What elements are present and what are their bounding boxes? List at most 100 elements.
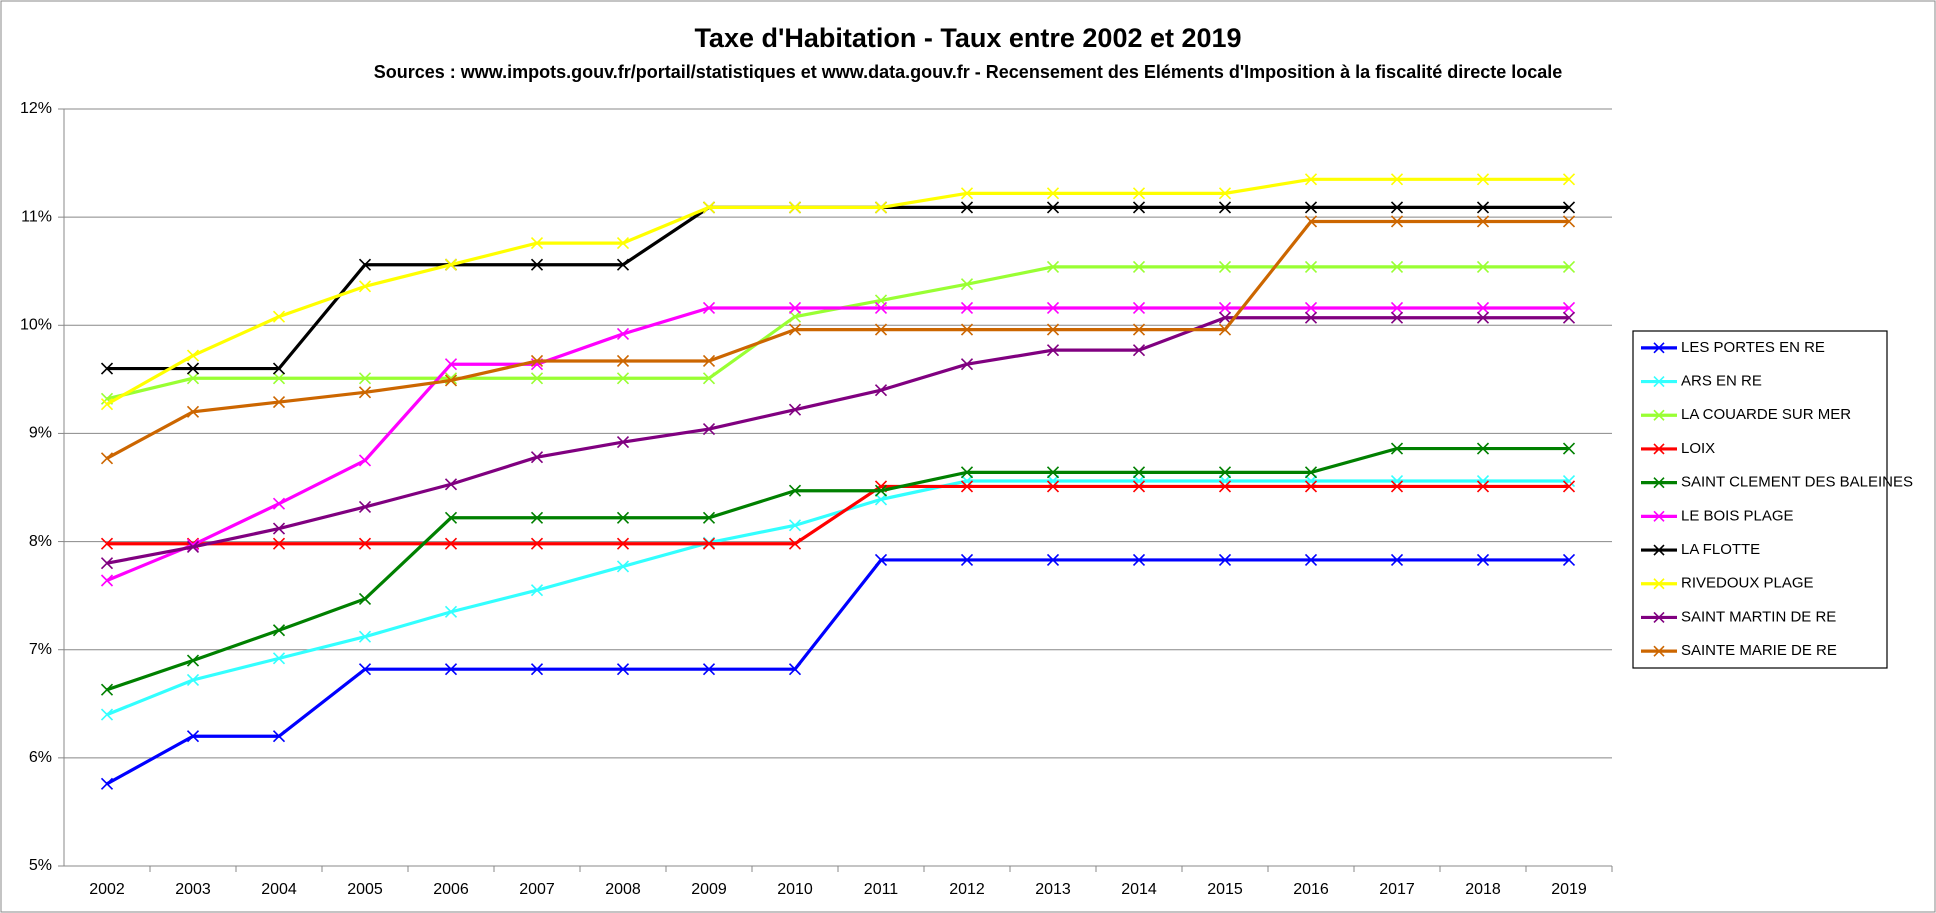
- point-marker: [1218, 311, 1232, 324]
- point-marker: [100, 777, 114, 790]
- point-marker: [1218, 201, 1232, 214]
- point-marker: [1132, 466, 1146, 479]
- point-marker: [874, 484, 888, 497]
- point-marker: [702, 511, 716, 524]
- point-marker: [186, 540, 200, 554]
- point-marker: [1562, 260, 1576, 273]
- point-marker: [1562, 474, 1576, 488]
- point-marker: [1562, 311, 1576, 324]
- point-marker: [444, 258, 458, 271]
- point-marker: [1218, 301, 1232, 315]
- point-marker: [788, 301, 802, 315]
- point-marker: [186, 349, 200, 362]
- point-marker: [1046, 260, 1060, 273]
- point-marker: [960, 480, 974, 493]
- point-marker: [186, 673, 200, 687]
- point-marker: [1476, 311, 1490, 324]
- point-marker: [1046, 301, 1060, 315]
- y-tick-label: 9%: [29, 425, 52, 442]
- point-marker: [100, 708, 114, 721]
- point-marker: [358, 372, 372, 385]
- series: [100, 480, 1576, 550]
- point-marker: [1476, 474, 1490, 488]
- legend-label: SAINTE MARIE DE RE: [1681, 642, 1837, 659]
- point-marker: [1132, 480, 1146, 493]
- point-marker: [1390, 173, 1404, 186]
- point-marker: [1304, 260, 1318, 273]
- point-marker: [100, 557, 114, 570]
- x-tick-label: 2005: [347, 881, 383, 898]
- point-marker: [1390, 442, 1404, 455]
- point-marker: [1218, 480, 1232, 493]
- point-marker: [530, 372, 544, 385]
- point-marker: [530, 511, 544, 524]
- point-marker: [100, 362, 114, 375]
- point-marker: [960, 201, 974, 214]
- point-marker: [530, 663, 544, 676]
- point-marker: [1132, 301, 1146, 315]
- point-marker: [272, 362, 286, 375]
- point-marker: [1304, 311, 1318, 324]
- point-marker: [874, 323, 888, 336]
- legend-label: ARS EN RE: [1681, 373, 1762, 390]
- point-marker: [960, 301, 974, 315]
- legend-label: LOIX: [1681, 440, 1715, 457]
- point-marker: [616, 663, 630, 676]
- point-marker: [1304, 301, 1318, 315]
- point-marker: [702, 663, 716, 676]
- point-marker: [1476, 173, 1490, 186]
- point-marker: [1046, 480, 1060, 493]
- legend-marker: [1653, 645, 1665, 657]
- legend-marker: [1653, 544, 1665, 556]
- point-marker: [960, 278, 974, 291]
- point-marker: [1046, 474, 1060, 488]
- x-tick-label: 2012: [949, 881, 985, 898]
- point-marker: [530, 258, 544, 271]
- point-marker: [960, 187, 974, 200]
- point-marker: [1046, 323, 1060, 336]
- legend-label: SAINT MARTIN DE RE: [1681, 608, 1836, 625]
- point-marker: [444, 358, 458, 371]
- series: [100, 215, 1576, 465]
- legend-marker: [1653, 443, 1665, 455]
- x-tick-label: 2010: [777, 881, 813, 898]
- point-marker: [100, 537, 114, 550]
- point-marker: [874, 553, 888, 567]
- legend-marker: [1653, 477, 1665, 489]
- point-marker: [788, 537, 802, 550]
- point-marker: [616, 372, 630, 385]
- point-marker: [788, 484, 802, 497]
- x-tick-label: 2015: [1207, 881, 1243, 898]
- x-tick-label: 2003: [175, 881, 211, 898]
- series-line: [106, 479, 1569, 717]
- x-tick-label: 2016: [1293, 881, 1329, 898]
- point-marker: [960, 323, 974, 336]
- y-tick-label: 6%: [29, 749, 52, 766]
- point-marker: [100, 398, 114, 411]
- point-marker: [186, 362, 200, 375]
- point-marker: [358, 258, 372, 271]
- point-marker: [358, 386, 372, 399]
- point-marker: [702, 201, 716, 214]
- series: [100, 553, 1576, 790]
- x-tick-label: 2014: [1121, 881, 1157, 898]
- point-marker: [186, 730, 200, 743]
- point-marker: [1046, 344, 1060, 357]
- point-marker: [1476, 301, 1490, 315]
- point-marker: [1476, 260, 1490, 273]
- point-marker: [788, 323, 802, 336]
- point-marker: [1562, 173, 1576, 186]
- point-marker: [1390, 301, 1404, 315]
- point-marker: [960, 466, 974, 479]
- x-tick-label: 2008: [605, 881, 641, 898]
- series-line: [106, 446, 1569, 692]
- y-tick-label: 10%: [20, 317, 52, 334]
- y-tick-label: 8%: [29, 533, 52, 550]
- point-marker: [1046, 466, 1060, 479]
- point-marker: [272, 624, 286, 637]
- point-marker: [1304, 474, 1318, 488]
- point-marker: [444, 663, 458, 676]
- point-marker: [616, 537, 630, 550]
- legend-label: RIVEDOUX PLAGE: [1681, 575, 1814, 592]
- point-marker: [616, 560, 630, 573]
